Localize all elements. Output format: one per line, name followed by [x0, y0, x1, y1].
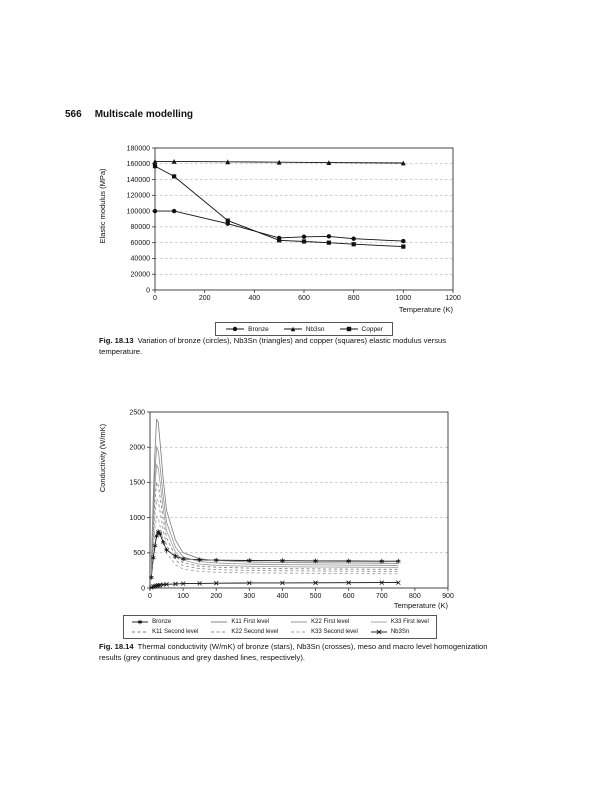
legend-label: K33 First level — [390, 619, 429, 625]
svg-text:800: 800 — [348, 295, 360, 302]
svg-text:2000: 2000 — [129, 445, 145, 452]
legend-label: Bronze — [152, 619, 172, 625]
legend-label: K22 Second level — [231, 629, 279, 635]
legend-item-copper: Copper — [339, 325, 383, 333]
elastic-modulus-legend: Bronze Nb3sn Copper — [215, 322, 393, 336]
legend-item-nb3sn: Nb3Sn — [370, 628, 429, 636]
legend-label: K33 Second level — [311, 629, 358, 635]
line-legend-swatch-icon — [211, 631, 228, 633]
legend-label: K11 First level — [231, 619, 269, 625]
svg-text:Elastic modulus (MPa): Elastic modulus (MPa) — [98, 168, 107, 244]
legend-label: Nb3sn — [305, 325, 325, 333]
svg-text:0: 0 — [141, 585, 145, 592]
legend-item-k11-first-level: K11 First level — [210, 618, 278, 626]
svg-text:1200: 1200 — [445, 295, 461, 302]
figure-18-13-caption: Fig. 18.13 Variation of bronze (circles),… — [99, 336, 491, 357]
svg-text:200: 200 — [199, 295, 211, 302]
page-header: 566 Multiscale modelling — [65, 109, 193, 120]
svg-text:200: 200 — [210, 593, 222, 600]
legend-item-k22-first-level: K22 First level — [290, 618, 358, 626]
svg-text:400: 400 — [277, 593, 289, 600]
legend-label: Nb3Sn — [390, 629, 410, 635]
conductivity-legend: Bronze K11 First level K22 First level K33 … — [123, 615, 437, 639]
line-legend-swatch-icon — [132, 631, 149, 633]
svg-text:120000: 120000 — [127, 193, 150, 200]
svg-text:Conductivity (W/mK): Conductivity (W/mK) — [98, 423, 107, 492]
svg-text:140000: 140000 — [127, 177, 150, 184]
svg-text:60000: 60000 — [131, 240, 151, 247]
svg-text:Temperature (K): Temperature (K) — [394, 601, 449, 610]
elastic-modulus-chart: 0 20000 40000 60000 80000 100000 120000 140000 1… — [95, 136, 465, 320]
svg-text:400: 400 — [248, 295, 260, 302]
figure-18-14-caption: Fig. 18.14 Thermal conductivity (W/mK) of… — [99, 642, 491, 663]
svg-text:1000: 1000 — [396, 295, 412, 302]
svg-text:40000: 40000 — [131, 256, 151, 263]
figure-18-14-caption-label: Fig. 18.14 — [99, 642, 134, 651]
svg-text:Temperature (K): Temperature (K) — [399, 305, 454, 314]
legend-item-k33-second-level: K33 Second level — [290, 628, 358, 636]
svg-text:600: 600 — [298, 295, 310, 302]
svg-text:100: 100 — [177, 593, 189, 600]
svg-text:100000: 100000 — [127, 208, 150, 215]
line-legend-swatch-icon — [291, 621, 308, 623]
figure-18-14-caption-text: Thermal conductivity (W/mK) of bronze (s… — [99, 642, 488, 662]
legend-item-bronze: Bronze — [131, 618, 198, 626]
svg-text:900: 900 — [442, 593, 454, 600]
svg-text:20000: 20000 — [131, 272, 151, 279]
svg-text:600: 600 — [343, 593, 355, 600]
square-legend-swatch-icon — [339, 326, 358, 332]
svg-text:800: 800 — [409, 593, 421, 600]
svg-text:700: 700 — [376, 593, 388, 600]
svg-text:1000: 1000 — [129, 515, 145, 522]
legend-label: K11 Second level — [152, 629, 199, 635]
conductivity-legend-row: Bronze K11 First level K22 First level K33 … — [112, 615, 448, 639]
figure-18-14: 0 500 1000 1500 2000 2500 0 100 200 300 400 500 600 7… — [95, 398, 465, 639]
conductivity-plot: 0 500 1000 1500 2000 2500 0 100 200 300 400 500 600 7… — [98, 409, 454, 610]
legend-label: K22 First level — [311, 619, 350, 625]
legend-label: Bronze — [248, 325, 269, 333]
legend-item-k22-second-level: K22 Second level — [210, 628, 278, 636]
elastic-modulus-legend-row: Bronze Nb3sn Copper — [155, 322, 453, 336]
legend-item-nb3sn: Nb3sn — [283, 325, 325, 333]
svg-text:1500: 1500 — [129, 480, 145, 487]
figure-18-13-caption-text: Variation of bronze (circles), Nb3Sn (tr… — [99, 336, 447, 356]
svg-text:180000: 180000 — [127, 145, 150, 152]
svg-text:500: 500 — [133, 550, 145, 557]
elastic-modulus-plot: 0 20000 40000 60000 80000 100000 120000 140000 1… — [98, 145, 461, 314]
line-legend-swatch-icon — [291, 631, 308, 633]
page-number: 566 — [65, 109, 82, 120]
svg-text:0: 0 — [153, 295, 157, 302]
figure-18-13-caption-label: Fig. 18.13 — [99, 336, 134, 345]
legend-item-k33-first-level: K33 First level — [370, 618, 429, 626]
section-title: Multiscale modelling — [94, 109, 194, 120]
svg-text:80000: 80000 — [131, 224, 151, 231]
svg-text:0: 0 — [148, 593, 152, 600]
line-legend-swatch-icon — [211, 621, 228, 623]
triangle-legend-swatch-icon — [283, 326, 302, 332]
figure-18-13: 0 20000 40000 60000 80000 100000 120000 140000 1… — [95, 136, 465, 336]
svg-text:2500: 2500 — [129, 409, 145, 416]
star-legend-swatch-icon — [132, 619, 149, 625]
conductivity-chart: 0 500 1000 1500 2000 2500 0 100 200 300 400 500 600 7… — [95, 398, 465, 612]
legend-item-bronze: Bronze — [225, 325, 269, 333]
circle-legend-swatch-icon — [226, 326, 245, 332]
svg-text:300: 300 — [243, 593, 255, 600]
svg-text:160000: 160000 — [127, 161, 150, 168]
line-legend-swatch-icon — [370, 621, 387, 623]
legend-label: Copper — [361, 325, 383, 333]
svg-text:500: 500 — [310, 593, 322, 600]
legend-item-k11-second-level: K11 Second level — [131, 628, 198, 636]
svg-text:0: 0 — [146, 287, 150, 294]
x-legend-swatch-icon — [370, 629, 387, 635]
